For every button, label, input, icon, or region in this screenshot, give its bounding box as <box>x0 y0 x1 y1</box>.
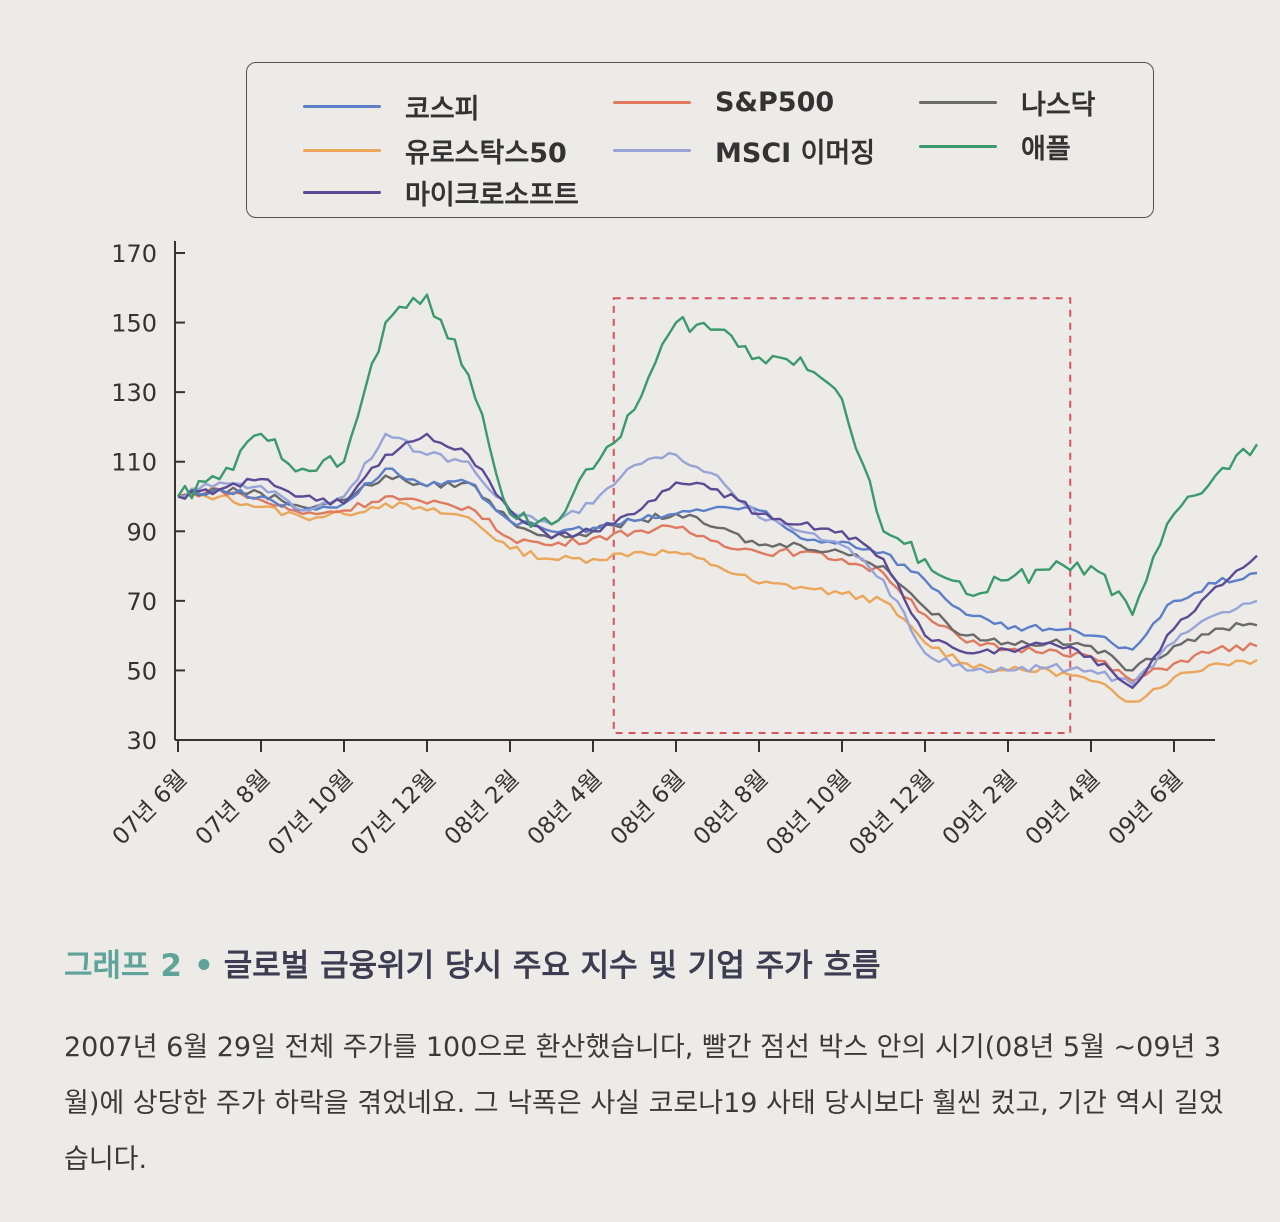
legend-swatch-msci-em <box>613 149 691 152</box>
series-line-나스닥 <box>177 474 1258 672</box>
legend-swatch-sp500 <box>613 101 691 104</box>
highlight-dashed-box <box>612 297 1072 735</box>
series-line-애플 <box>176 293 1259 616</box>
figure-caption-title: 그래프 2 • 글로벌 금융위기 당시 주요 지수 및 기업 주가 흐름 <box>64 940 881 985</box>
x-tick-label: 08년 8월 <box>689 766 774 851</box>
x-tick-label: 07년 8월 <box>191 766 276 851</box>
legend-label-microsoft: 마이크로소프트 <box>405 180 579 211</box>
legend-label-sp500: S&P500 <box>715 87 835 118</box>
series-line-마이크로소프트 <box>177 432 1258 689</box>
legend-label-msci-em: MSCI 이머징 <box>715 138 876 169</box>
x-tick-label: 09년 4월 <box>1021 766 1106 851</box>
legend-swatch-microsoft <box>303 191 381 194</box>
y-tick-label: 30 <box>126 727 157 755</box>
legend-item-msci-em: MSCI 이머징 <box>613 131 875 170</box>
x-tick-label: 08년 12월 <box>844 766 939 861</box>
caption-bullet: • <box>193 948 214 984</box>
series-line-S&P500 <box>177 486 1258 683</box>
y-tick-label: 110 <box>111 449 157 477</box>
y-tick-label: 50 <box>126 657 157 685</box>
legend-label-eurostoxx50: 유로스탁스50 <box>405 138 567 169</box>
legend-item-kospi: 코스피 <box>303 87 480 126</box>
series-line-코스피 <box>177 467 1258 651</box>
x-tick-label: 08년 10월 <box>761 766 856 861</box>
x-tick-label: 07년 12월 <box>346 766 441 861</box>
y-tick-label: 70 <box>126 588 157 616</box>
y-tick-label: 130 <box>111 379 157 407</box>
legend-label-nasdaq: 나스닥 <box>1021 90 1096 121</box>
y-tick-label: 90 <box>126 518 157 546</box>
figure-label: 그래프 2 <box>64 948 182 984</box>
legend-item-nasdaq: 나스닥 <box>919 83 1096 122</box>
x-tick-label: 08년 2월 <box>440 766 525 851</box>
legend-item-eurostoxx50: 유로스탁스50 <box>303 131 567 170</box>
y-tick-label: 170 <box>111 240 157 268</box>
legend-swatch-nasdaq <box>919 101 997 104</box>
legend-item-sp500: S&P500 <box>613 87 834 118</box>
figure-caption-body: 2007년 6월 29일 전체 주가를 100으로 환산했습니다, 빨간 점선 … <box>64 1032 1224 1175</box>
legend-swatch-apple <box>919 145 997 148</box>
x-tick-label: 09년 6월 <box>1104 766 1189 851</box>
series-line-MSCI 이머징 <box>178 432 1258 686</box>
figure-title: 글로벌 금융위기 당시 주요 지수 및 기업 주가 흐름 <box>223 948 881 984</box>
legend-label-kospi: 코스피 <box>405 94 480 125</box>
legend-swatch-eurostoxx50 <box>303 149 381 152</box>
series-line-유로스탁스50 <box>177 492 1258 703</box>
legend-swatch-kospi <box>303 105 381 108</box>
legend: 코스피 유로스탁스50 마이크로소프트 S&P500 MSCI 이머징 나스닥 … <box>246 62 1154 218</box>
x-tick-label: 07년 10월 <box>263 766 358 861</box>
x-tick-label: 08년 6월 <box>606 766 691 851</box>
x-tick-label: 08년 4월 <box>523 766 608 851</box>
legend-item-microsoft: 마이크로소프트 <box>303 173 579 212</box>
legend-item-apple: 애플 <box>919 127 1071 166</box>
x-tick-label: 07년 6월 <box>108 766 193 851</box>
y-tick-label: 150 <box>111 310 157 338</box>
legend-label-apple: 애플 <box>1021 134 1071 165</box>
x-tick-label: 09년 2월 <box>938 766 1023 851</box>
